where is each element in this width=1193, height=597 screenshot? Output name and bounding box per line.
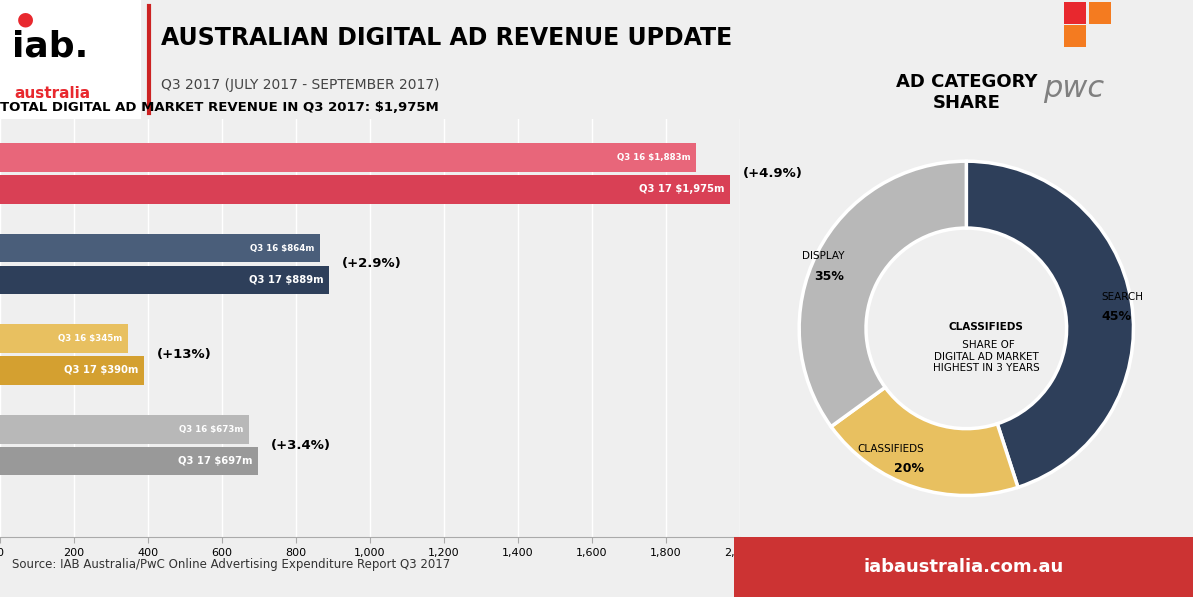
Text: Q3 16 $345m: Q3 16 $345m xyxy=(57,334,122,343)
Bar xyxy=(0,356,144,384)
Wedge shape xyxy=(799,161,966,427)
Text: ●: ● xyxy=(17,10,33,29)
Text: (+3.4%): (+3.4%) xyxy=(271,439,330,452)
Text: Q3 16 $673m: Q3 16 $673m xyxy=(179,424,243,434)
Text: Q3 17 $697m: Q3 17 $697m xyxy=(178,456,252,466)
FancyBboxPatch shape xyxy=(1089,2,1111,24)
Text: Q3 2017 (JULY 2017 - SEPTEMBER 2017): Q3 2017 (JULY 2017 - SEPTEMBER 2017) xyxy=(161,78,439,91)
Text: Q3 16 $864m: Q3 16 $864m xyxy=(249,244,314,253)
Text: AUSTRALIAN DIGITAL AD REVENUE UPDATE: AUSTRALIAN DIGITAL AD REVENUE UPDATE xyxy=(161,26,733,50)
Text: Source: IAB Australia/PwC Online Advertising Expenditure Report Q3 2017: Source: IAB Australia/PwC Online Adverti… xyxy=(12,558,450,571)
Text: australia: australia xyxy=(14,86,91,101)
Text: SHARE OF
DIGITAL AD MARKET
HIGHEST IN 3 YEARS: SHARE OF DIGITAL AD MARKET HIGHEST IN 3 … xyxy=(933,340,1040,373)
Text: 20%: 20% xyxy=(894,462,923,475)
Text: Q3 16 $1,883m: Q3 16 $1,883m xyxy=(617,153,691,162)
FancyBboxPatch shape xyxy=(0,0,141,119)
Text: iabaustralia.com.au: iabaustralia.com.au xyxy=(864,558,1064,576)
Title: AD CATEGORY
SHARE: AD CATEGORY SHARE xyxy=(896,73,1037,112)
FancyBboxPatch shape xyxy=(1064,25,1086,47)
Bar xyxy=(0,415,249,444)
Text: Q3 17 $390m: Q3 17 $390m xyxy=(64,365,138,376)
Wedge shape xyxy=(966,161,1133,487)
FancyBboxPatch shape xyxy=(734,537,1193,597)
Text: (+13%): (+13%) xyxy=(157,348,212,361)
Bar xyxy=(0,143,697,172)
Text: Q3 17 $889m: Q3 17 $889m xyxy=(248,275,323,285)
Bar xyxy=(0,175,730,204)
Text: CLASSIFIEDS: CLASSIFIEDS xyxy=(948,322,1024,332)
Text: SEARCH: SEARCH xyxy=(1101,292,1144,302)
FancyBboxPatch shape xyxy=(1064,2,1086,24)
Text: 35%: 35% xyxy=(815,270,845,282)
Text: Q3 17 $1,975m: Q3 17 $1,975m xyxy=(639,184,725,194)
Text: CLASSIFIEDS: CLASSIFIEDS xyxy=(858,444,923,454)
Bar xyxy=(0,266,329,294)
Text: iab.: iab. xyxy=(12,30,88,64)
Text: 45%: 45% xyxy=(1101,310,1132,324)
Bar xyxy=(0,234,320,263)
Text: pwc: pwc xyxy=(1043,74,1105,103)
Text: DISPLAY: DISPLAY xyxy=(802,251,845,261)
Text: (+4.9%): (+4.9%) xyxy=(743,167,803,180)
Bar xyxy=(0,447,258,475)
Text: (+2.9%): (+2.9%) xyxy=(341,257,402,270)
Wedge shape xyxy=(832,387,1018,496)
Bar xyxy=(0,324,128,353)
Text: TOTAL DIGITAL AD MARKET REVENUE IN Q3 2017: $1,975M: TOTAL DIGITAL AD MARKET REVENUE IN Q3 20… xyxy=(0,101,439,114)
